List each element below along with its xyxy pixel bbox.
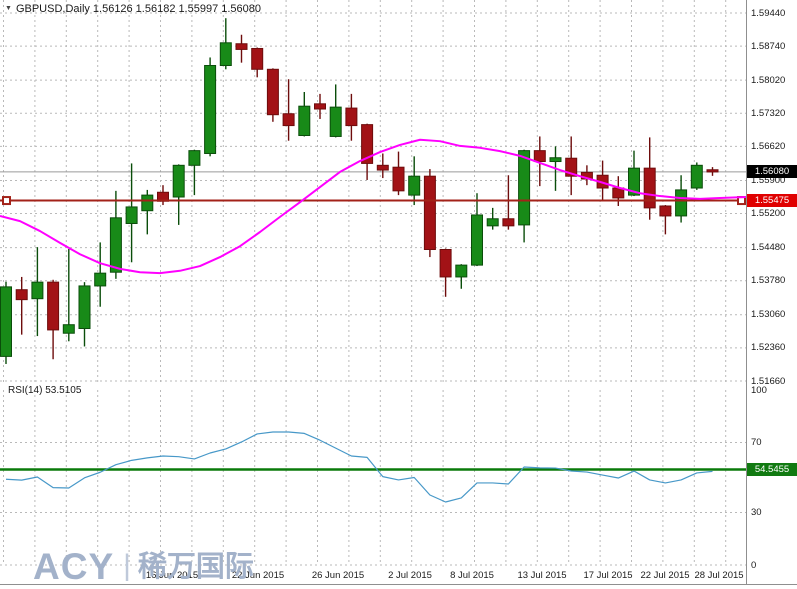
- candle-body[interactable]: [204, 65, 217, 154]
- date-axis-label: 28 Jul 2015: [694, 570, 744, 581]
- date-axis-label: 2 Jul 2015: [388, 570, 432, 581]
- candle-body[interactable]: [62, 324, 75, 334]
- candle-body[interactable]: [0, 286, 12, 357]
- title-close: 1.56080: [221, 3, 261, 15]
- title-open: 1.56126: [92, 3, 133, 15]
- price-axis-label: 1.51660: [751, 375, 786, 387]
- candle-body[interactable]: [565, 157, 578, 177]
- candle-body[interactable]: [675, 189, 688, 217]
- date-axis-label: 8 Jul 2015: [450, 570, 494, 581]
- candle-body[interactable]: [235, 43, 248, 50]
- logo-separator: |: [123, 549, 131, 582]
- candle-body[interactable]: [471, 214, 483, 266]
- title-low: 1.55997: [178, 3, 219, 15]
- price-axis-label: 1.55200: [751, 208, 786, 220]
- candle-body[interactable]: [408, 175, 421, 196]
- candle-body[interactable]: [345, 107, 358, 127]
- candle-body[interactable]: [376, 164, 389, 171]
- date-axis-label: 17 Jul 2015: [583, 570, 633, 581]
- candle-body[interactable]: [690, 164, 703, 189]
- candle-body[interactable]: [109, 217, 122, 273]
- rsi-line[interactable]: [5, 431, 713, 503]
- title-symbol: GBPUSD,Daily: [15, 3, 90, 15]
- candle-body[interactable]: [172, 164, 185, 198]
- price-axis-label: 1.58740: [751, 40, 786, 52]
- candle-body[interactable]: [518, 150, 531, 226]
- chart-collapse-icon[interactable]: ▼: [5, 5, 12, 12]
- candle-body[interactable]: [94, 272, 107, 287]
- broker-watermark: ACY | 稀万国际: [33, 543, 254, 588]
- price-axis-label: 1.53780: [751, 275, 786, 287]
- date-axis-label: 26 Jun 2015: [311, 570, 365, 581]
- candle-body[interactable]: [15, 289, 28, 301]
- candle-body[interactable]: [533, 150, 546, 163]
- rsi-level-tag[interactable]: 54.5455: [747, 463, 797, 477]
- candle-body[interactable]: [423, 175, 436, 251]
- title-high: 1.56182: [135, 3, 176, 15]
- candle-body[interactable]: [455, 264, 468, 278]
- price-axis-label: 1.55900: [751, 174, 786, 186]
- candle-body[interactable]: [549, 157, 562, 163]
- candle-body[interactable]: [486, 218, 499, 227]
- candle-body[interactable]: [31, 281, 44, 300]
- candle-body[interactable]: [628, 167, 640, 196]
- price-axis-label: 1.54480: [751, 242, 786, 254]
- candle-body[interactable]: [282, 113, 295, 127]
- candle-body[interactable]: [706, 169, 719, 173]
- rsi-axis-label: 30: [751, 507, 762, 518]
- candle-body[interactable]: [125, 206, 138, 224]
- price-axis-label: 1.53060: [751, 309, 786, 321]
- candle-body[interactable]: [141, 194, 154, 212]
- price-axis-label: 1.59440: [751, 7, 786, 19]
- date-axis-label: 16 Jun 2015: [145, 570, 199, 581]
- candle-body[interactable]: [659, 205, 672, 217]
- candle-body[interactable]: [47, 281, 60, 331]
- candle-body[interactable]: [188, 150, 201, 166]
- hline-drag-handle[interactable]: [2, 196, 11, 206]
- candle-body[interactable]: [219, 42, 232, 67]
- moving-average-line[interactable]: [0, 138, 747, 275]
- price-axis-label: 1.52360: [751, 342, 786, 354]
- candle-body[interactable]: [643, 167, 656, 209]
- date-axis-label: 22 Jun 2015: [231, 570, 285, 581]
- candle-body[interactable]: [502, 218, 515, 227]
- date-axis-label: 22 Jul 2015: [640, 570, 690, 581]
- chart-title: ▼ GBPUSD,Daily 1.56126 1.56182 1.55997 1.5608…: [5, 3, 264, 15]
- candle-body[interactable]: [298, 105, 311, 137]
- candle-body[interactable]: [361, 124, 374, 164]
- candle-body[interactable]: [251, 47, 264, 70]
- candle-body[interactable]: [266, 68, 279, 116]
- price-axis-label: 1.56620: [751, 140, 786, 152]
- horizontal-line-price-tag[interactable]: 1.55475: [747, 194, 797, 208]
- candle-body[interactable]: [314, 103, 326, 110]
- rsi-axis-label: 70: [751, 437, 762, 448]
- logo-chinese-name: 稀万国际: [137, 551, 254, 583]
- candle-body[interactable]: [78, 285, 91, 329]
- candle-body[interactable]: [439, 249, 452, 278]
- price-axis-label: 1.57320: [751, 107, 786, 119]
- current-price-tag: 1.56080: [747, 165, 797, 179]
- acy-logo: ACY: [33, 546, 115, 587]
- rsi-axis-label: 100: [751, 384, 767, 396]
- candle-body[interactable]: [329, 106, 342, 137]
- rsi-indicator-label: RSI(14) 53.5105: [8, 385, 82, 396]
- price-axis-label: 1.58020: [751, 74, 786, 86]
- rsi-axis-label: 0: [751, 559, 757, 571]
- date-axis-label: 13 Jul 2015: [517, 570, 567, 581]
- candle-body[interactable]: [392, 166, 405, 192]
